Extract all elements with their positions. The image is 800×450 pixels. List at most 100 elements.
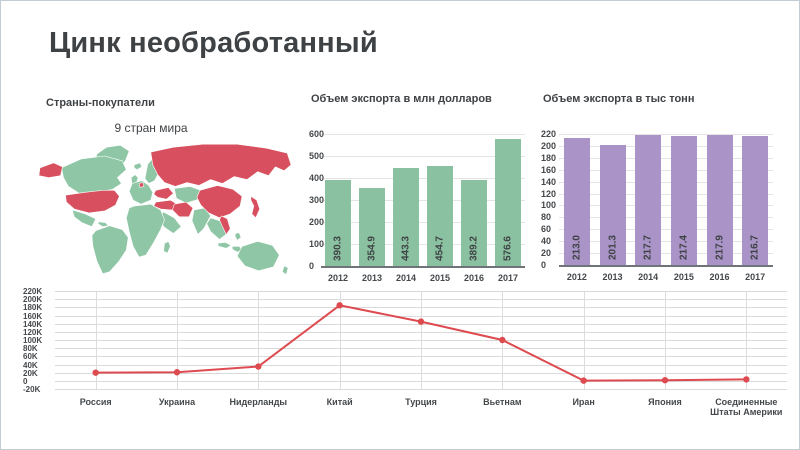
bar-chart-export-tons: Объем экспорта в тыс тонн 0 20 40 60 80 100 12… [539, 93, 779, 293]
map-country-shape [38, 162, 63, 178]
bar-value-label: 217.7 [642, 234, 654, 260]
bar: 201.3 [599, 145, 626, 265]
y-tick-label: 60K [23, 352, 38, 362]
map-country-shape [173, 186, 202, 204]
x-tick-label: Япония [648, 397, 682, 407]
bar: 454.7 [427, 165, 453, 266]
x-tick-label: Нидерланды [229, 397, 288, 407]
y-tick-label: 80K [23, 344, 38, 354]
map-country-shape [219, 215, 231, 236]
line-chart-by-country: -20K 0 20K 40K 60K 80K 100K 120K 140K 160K 180K 200… [19, 285, 791, 425]
bar-value-label: 389.2 [468, 235, 480, 261]
map-countries-buyers [38, 143, 292, 236]
y-gridline [559, 134, 773, 135]
data-point-marker [499, 336, 506, 344]
bar: 576.6 [495, 139, 521, 266]
bar-chart-usd-title: Объем экспорта в млн долларов [311, 93, 492, 105]
x-tick-label: 2012 [566, 272, 587, 282]
x-tick-label: Соединенные Штаты Америки [710, 397, 783, 417]
y-gridline [321, 156, 525, 157]
map-country-shape [128, 180, 154, 205]
map-section-title: Страны-покупатели [46, 97, 155, 109]
y-tick-label: 100 [541, 200, 557, 211]
map-country-shape [196, 185, 243, 219]
bar-value-label: 576.6 [502, 235, 514, 261]
x-tick-label: 2015 [673, 272, 694, 282]
y-tick-label: 200 [541, 140, 557, 151]
map-country-shape [153, 187, 174, 200]
x-tick-label: 2016 [709, 272, 730, 282]
bar-value-label: 354.9 [366, 235, 378, 261]
y-tick-label: 160K [23, 311, 43, 321]
x-tick-label: 2017 [745, 272, 766, 282]
data-point-marker [92, 369, 99, 376]
y-tick-label: 180 [541, 152, 557, 163]
map-country-shape [150, 143, 292, 187]
y-gridline [321, 134, 525, 135]
x-tick-label: Украина [158, 397, 196, 407]
x-gridline [95, 291, 97, 389]
x-tick-label: 2014 [638, 272, 659, 282]
y-tick-label: 100K [23, 336, 43, 345]
data-point-marker [661, 377, 669, 384]
y-tick-label: 0 [541, 260, 547, 270]
y-gridline [559, 229, 773, 231]
y-tick-label: 20 [541, 248, 552, 259]
y-tick-label: 160 [541, 164, 557, 175]
y-tick-label: 140 [541, 176, 557, 187]
bar-value-label: 201.3 [607, 234, 618, 260]
bar-value-label: 443.3 [400, 235, 412, 261]
line-series-path [95, 304, 747, 382]
y-gridline [559, 205, 773, 207]
bar-value-label: 454.7 [434, 235, 446, 261]
y-tick-label: 0 [309, 261, 315, 271]
bar: 354.9 [359, 187, 385, 266]
y-tick-label: 300 [309, 195, 325, 205]
x-tick-label: Китай [326, 397, 353, 407]
x-gridline [421, 291, 422, 389]
y-tick-label: -20K [23, 385, 41, 394]
line-series-svg [92, 302, 750, 384]
data-point-marker [173, 369, 181, 376]
y-tick-label: 600 [309, 129, 325, 139]
bar-value-label: 217.9 [714, 234, 725, 260]
bar: 389.2 [461, 180, 487, 266]
bar: 217.7 [635, 135, 662, 265]
y-gridline [321, 222, 525, 223]
bar: 443.3 [393, 168, 419, 266]
y-gridline [559, 145, 773, 147]
y-tick-label: 120K [23, 327, 43, 337]
x-tick-label: 2016 [463, 273, 485, 283]
bar-chart-tons-title: Объем экспорта в тыс тонн [543, 93, 695, 105]
x-gridline [339, 291, 341, 389]
map-country-shape [217, 242, 232, 249]
map-country-shape [65, 190, 120, 214]
y-gridline [321, 200, 525, 201]
x-gridline [177, 291, 178, 389]
y-tick-label: 220 [541, 129, 557, 139]
map-country-shape [133, 162, 143, 171]
y-gridline [559, 217, 773, 219]
data-point-marker [417, 318, 425, 325]
y-tick-label: 0 [23, 376, 28, 386]
bar: 213.0 [563, 138, 590, 265]
y-tick-label: 400 [309, 173, 325, 183]
bar: 217.9 [706, 135, 733, 265]
data-point-marker [336, 302, 343, 309]
bar-chart-export-usd: Объем экспорта в млн долларов 0 100 200 300… [301, 93, 529, 293]
y-gridline [55, 389, 787, 390]
y-gridline [321, 178, 525, 179]
y-gridline [559, 253, 773, 255]
map-country-shape [172, 201, 194, 218]
bar-value-label: 213.0 [571, 234, 583, 260]
x-tick-label: 2013 [602, 272, 623, 282]
map-country-shape [91, 225, 129, 275]
y-tick-label: 40 [541, 236, 552, 247]
x-axis-line [321, 266, 525, 268]
x-tick-label: 2012 [327, 273, 349, 283]
map-country-shape [97, 221, 110, 227]
bar: 217.4 [670, 135, 697, 265]
x-tick-label: Россия [79, 397, 112, 407]
map-country-shape [250, 195, 261, 219]
y-gridline [559, 157, 773, 159]
